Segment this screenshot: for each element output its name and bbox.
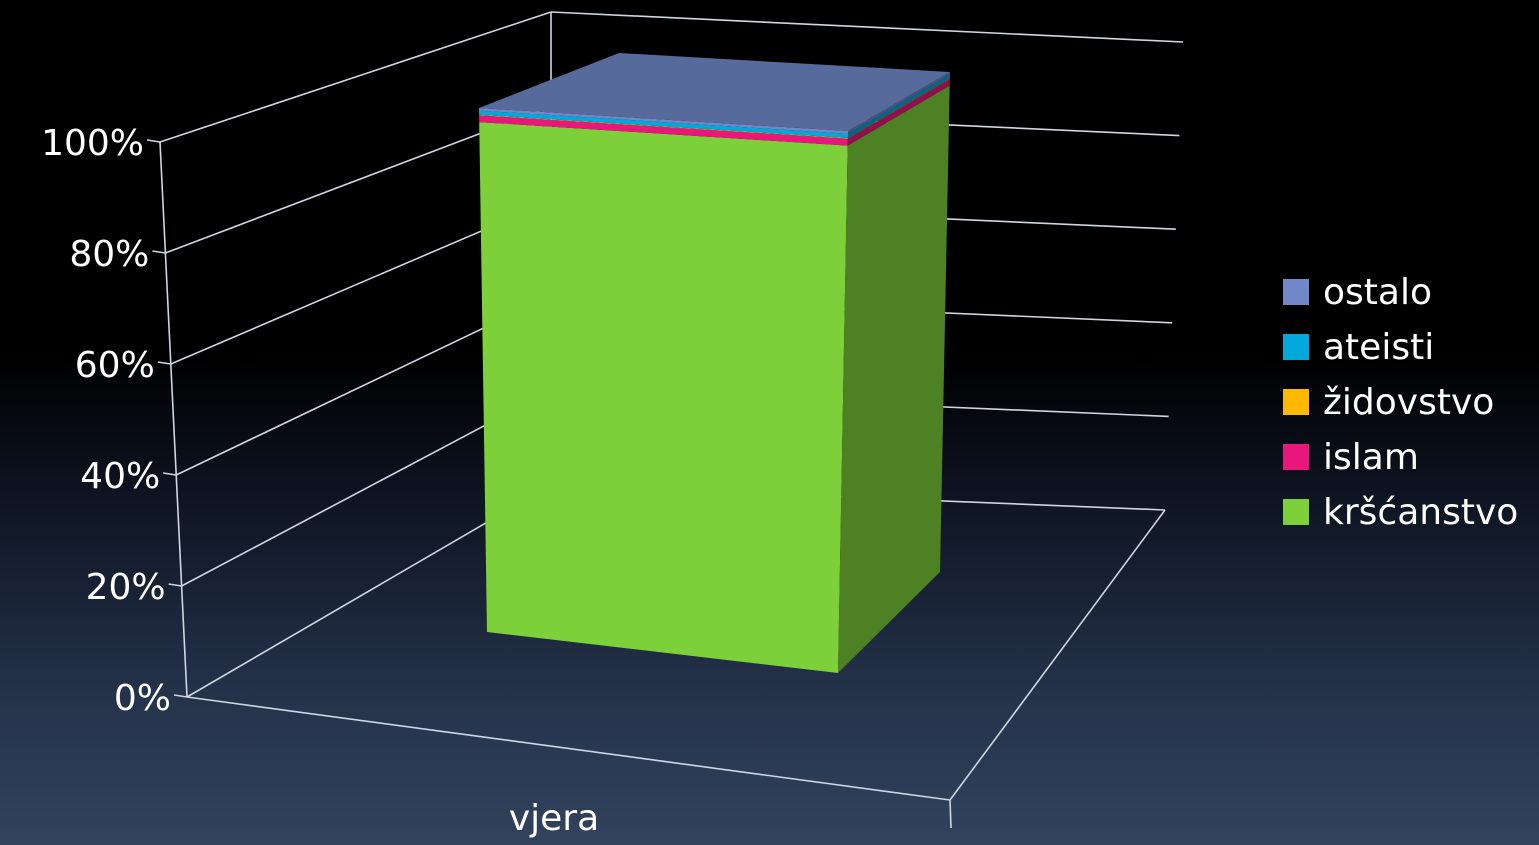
bar-segment-1-front: [479, 115, 848, 146]
bar-segment-0-side: [838, 85, 950, 673]
legend-swatch: [1283, 279, 1309, 305]
chart-legend: ostalo ateisti židovstvo islam kršćanstvo: [1283, 270, 1518, 545]
y-tick-label: 80%: [69, 234, 149, 275]
bar-segment-4-side: [848, 72, 950, 134]
bar-segment-3-front: [479, 110, 848, 138]
x-axis-categories: vjera: [509, 798, 599, 839]
y-tick-mark: [146, 139, 161, 143]
legend-swatch: [1283, 389, 1309, 415]
legend-item: ostalo: [1283, 270, 1518, 314]
y-tick-label: 100%: [41, 123, 144, 164]
bar-segment-3-side: [847, 74, 950, 138]
bar-segment-4-front: [479, 108, 848, 134]
y-tick-mark: [168, 583, 182, 587]
category-tick: [949, 799, 952, 829]
y-axis-ticks: 0% 20% 40% 60% 80% 100%: [41, 123, 188, 719]
legend-swatch: [1283, 334, 1309, 360]
gridline-left-wall: [159, 11, 552, 143]
y-tick-mark: [157, 361, 171, 365]
legend-item: islam: [1283, 435, 1518, 479]
bar-segment-2-side: [847, 78, 950, 139]
bar-segment-1-side: [847, 79, 950, 146]
y-axis-line: [159, 141, 188, 698]
legend-swatch: [1283, 444, 1309, 470]
gridline-back-wall: [550, 11, 1184, 43]
y-tick-label: 60%: [75, 345, 155, 386]
legend-label: ateisti: [1323, 326, 1435, 368]
legend-label: islam: [1323, 436, 1419, 478]
chart-bars: [479, 53, 950, 674]
y-tick-label: 0%: [114, 678, 171, 719]
legend-item: ateisti: [1283, 325, 1518, 369]
y-tick-mark: [152, 250, 166, 254]
bar-top-face: [479, 53, 950, 131]
bar-segment-2-front: [479, 114, 848, 139]
y-tick-label: 20%: [86, 567, 166, 608]
legend-swatch: [1283, 499, 1309, 525]
legend-label: kršćanstvo: [1323, 491, 1519, 533]
legend-item: židovstvo: [1283, 380, 1518, 424]
floor-front-edge: [186, 696, 951, 801]
legend-label: ostalo: [1323, 271, 1432, 313]
floor-right-edge: [949, 509, 1166, 801]
y-tick-mark: [163, 472, 177, 476]
legend-label: židovstvo: [1323, 381, 1495, 423]
bar-segment-0-front: [479, 122, 848, 674]
y-tick-mark: [173, 694, 188, 698]
legend-item: kršćanstvo: [1283, 490, 1518, 534]
x-category-label: vjera: [509, 798, 599, 839]
y-tick-label: 40%: [80, 456, 160, 497]
